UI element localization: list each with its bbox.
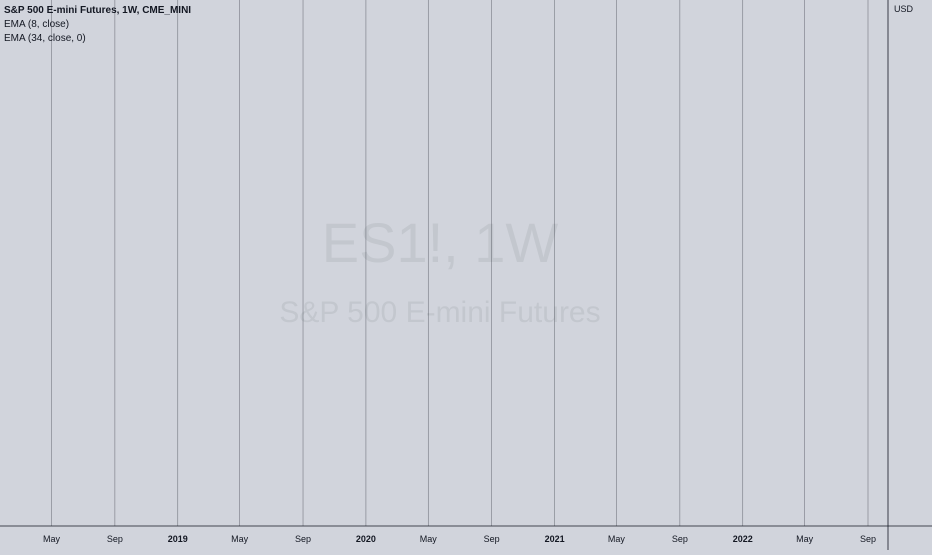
legend-ema-slow[interactable]: EMA (34, close, 0) [4,33,86,44]
x-tick-label: 2022 [733,534,753,544]
x-tick-label: Sep [295,534,311,544]
x-tick-label: May [608,534,626,544]
x-tick-label: 2020 [356,534,376,544]
x-tick-label: 2019 [168,534,188,544]
legend-ema-fast[interactable]: EMA (8, close) [4,19,70,30]
x-tick-label: Sep [860,534,876,544]
x-tick-label: May [420,534,438,544]
x-tick-label: May [231,534,249,544]
symbol-header: S&P 500 E-mini Futures, 1W, CME_MINI [4,5,192,16]
x-tick-label: Sep [672,534,688,544]
currency-label: USD [894,4,914,14]
watermark-symbol: ES1!, 1W [322,211,559,274]
chart-legend: S&P 500 E-mini Futures, 1W, CME_MINI EMA… [4,4,191,46]
watermark-description: S&P 500 E-mini Futures [279,296,600,329]
x-tick-label: 2021 [545,534,565,544]
x-tick-label: May [43,534,61,544]
x-tick-label: May [796,534,814,544]
x-tick-label: Sep [107,534,123,544]
x-tick-label: Sep [484,534,500,544]
